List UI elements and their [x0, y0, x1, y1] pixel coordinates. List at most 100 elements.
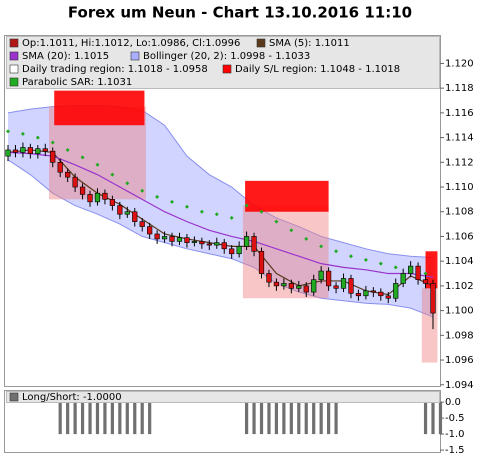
bar [431, 402, 435, 435]
legend-label: Parabolic SAR: 1.1031 [22, 77, 132, 88]
sar-dot [20, 131, 25, 136]
candle-body [296, 285, 302, 289]
candle-body [273, 281, 280, 287]
legend-label: SMA (5): 1.1011 [269, 38, 350, 49]
y-tick-label: -1.0 [445, 429, 465, 440]
legend-swatch [9, 38, 19, 48]
plot-layer [5, 90, 438, 363]
candle-body [303, 285, 309, 293]
bar [319, 402, 323, 435]
candle-body [12, 149, 19, 153]
bar [259, 402, 264, 435]
y-tick-label: 1.112 [445, 157, 474, 168]
candle-body [147, 226, 153, 235]
candle-body [311, 279, 317, 293]
candle-body [102, 192, 108, 200]
bar [125, 402, 129, 435]
candle-body [191, 241, 198, 243]
bar [244, 402, 249, 435]
y-tick-label: 1.116 [445, 108, 474, 119]
indicator-line [7, 149, 434, 296]
y-tick-label: 0.0 [445, 397, 461, 408]
sar-dot [35, 135, 40, 140]
candle-body [199, 241, 205, 245]
sar-dot [378, 261, 383, 266]
candle-body [94, 192, 101, 203]
candle-body [132, 211, 138, 222]
legend-swatch [9, 64, 19, 74]
sar-dot [304, 236, 309, 241]
sar-dot [140, 188, 145, 193]
region [245, 180, 329, 212]
candle-body [20, 147, 26, 153]
legend-box [6, 391, 440, 403]
bar [133, 402, 137, 435]
candle-body [281, 283, 287, 287]
candle-body [117, 205, 123, 215]
bar [252, 402, 256, 435]
candle-body [65, 171, 71, 178]
y-tick-label: 1.114 [445, 133, 474, 144]
candle-body [139, 221, 145, 227]
candle-body [214, 242, 220, 246]
bar [297, 402, 301, 435]
bar [327, 402, 331, 435]
y-tick-label: 1.098 [445, 330, 474, 341]
sar-dot [319, 244, 324, 249]
y-tick-label: 1.094 [445, 380, 474, 391]
legend-swatch [9, 392, 19, 402]
y-tick-label: 1.102 [445, 281, 474, 292]
sar-dot [184, 204, 189, 209]
sar-dot [393, 265, 398, 270]
legend-swatch [130, 51, 140, 61]
sar-dot [65, 147, 70, 152]
sar-dot [363, 257, 368, 262]
legend-label: Long/Short: -1.0000 [22, 392, 122, 403]
bar [66, 402, 70, 435]
sar-dot [289, 228, 294, 233]
sar-dot [50, 140, 55, 145]
bar [267, 402, 271, 435]
candle-body [340, 278, 347, 289]
y-tick-label: -1.5 [445, 445, 465, 456]
region [54, 90, 145, 126]
candle-body [109, 199, 115, 206]
sar-dot [6, 129, 10, 134]
sar-dot [95, 162, 100, 167]
candle-body [430, 283, 436, 314]
candle-body [370, 290, 376, 293]
y-tick-label: 1.104 [445, 256, 474, 267]
legend-box [6, 36, 440, 89]
sar-dot [348, 254, 353, 259]
y-tick-label: 1.100 [445, 306, 474, 317]
candle-body [326, 270, 332, 287]
sar-dot [259, 209, 264, 214]
candle-body [154, 233, 160, 240]
sar-dot [80, 155, 85, 160]
candle-body [221, 242, 227, 250]
bar [334, 402, 338, 435]
sar-dot [229, 215, 234, 220]
candle-body [393, 283, 399, 299]
sar-dot [334, 249, 339, 254]
legend-label: Bollinger (20, 2): 1.0998 - 1.1033 [143, 51, 310, 62]
sar-dot [199, 209, 204, 214]
legend-label: Daily trading region: 1.1018 - 1.0958 [22, 64, 208, 75]
indicator-line [7, 151, 434, 278]
y-tick-label: 1.106 [445, 231, 474, 242]
legend-swatch [256, 38, 266, 48]
bar [80, 402, 85, 435]
candle-body [318, 270, 324, 281]
candle-body [243, 236, 250, 247]
bar [148, 402, 152, 435]
y-tick-label: 1.096 [445, 355, 474, 366]
sar-dot [423, 271, 428, 276]
legend-swatch [9, 77, 19, 87]
bar [282, 402, 286, 435]
bollinger-lower [7, 159, 434, 318]
candle-body [422, 279, 429, 284]
bar [95, 402, 100, 435]
candle-body [42, 148, 48, 152]
